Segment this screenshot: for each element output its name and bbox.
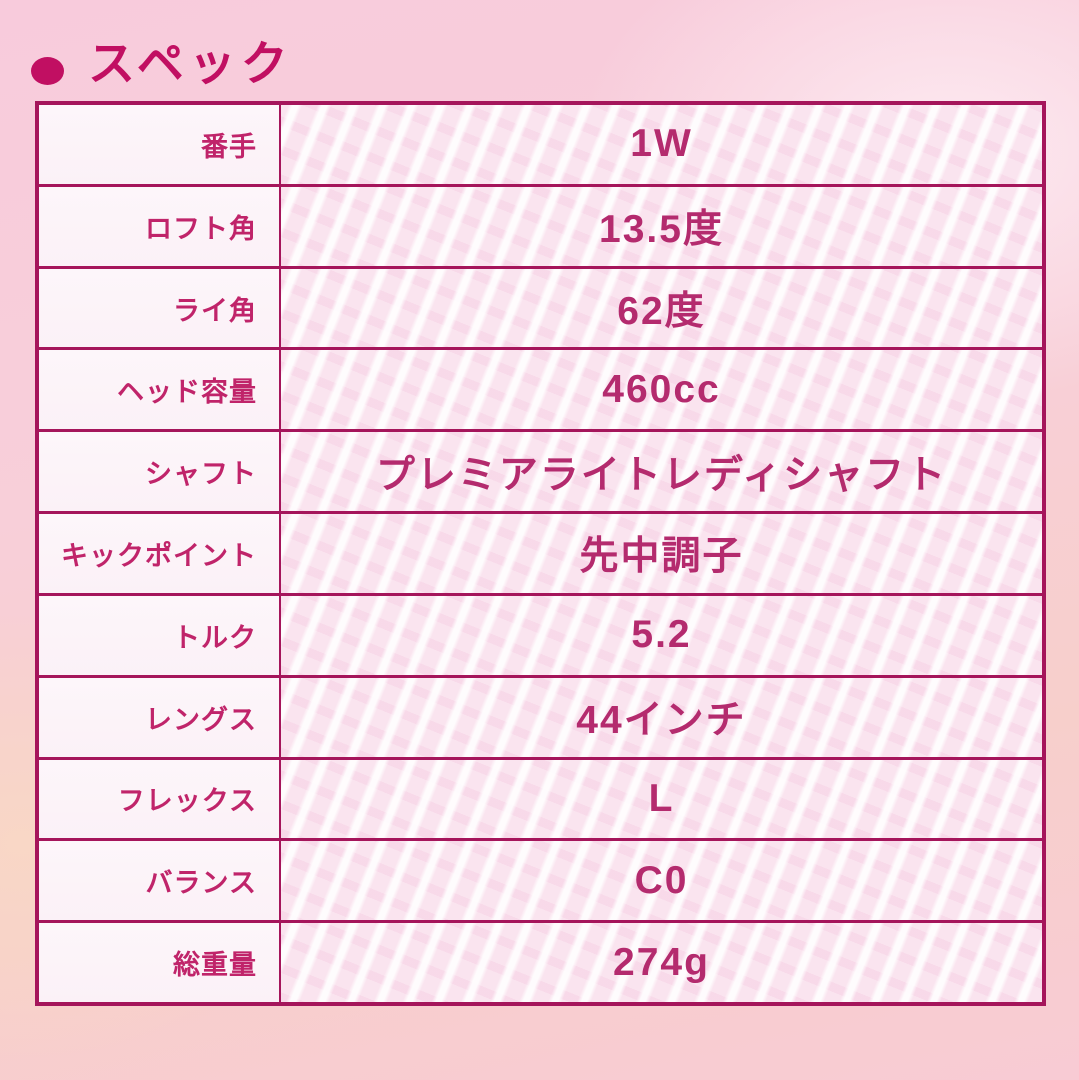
spec-row-label: ロフト角 bbox=[39, 186, 279, 266]
spec-row-label: 番手 bbox=[39, 105, 279, 184]
spec-row-value: プレミアライトレディシャフト bbox=[281, 432, 1042, 512]
spec-row-label: バランス bbox=[39, 841, 279, 921]
spec-row-value: C0 bbox=[281, 841, 1042, 921]
spec-row-value: 460cc bbox=[281, 350, 1042, 430]
spec-row-label: ヘッド容量 bbox=[39, 350, 279, 430]
spec-row-value: 13.5度 bbox=[281, 186, 1042, 266]
spec-row-label: キックポイント bbox=[39, 514, 279, 593]
spec-row-value: 274g bbox=[281, 923, 1042, 1002]
spec-row-label: レングス bbox=[39, 677, 279, 757]
spec-row-value: L bbox=[281, 759, 1042, 839]
spec-row-label: フレックス bbox=[39, 759, 279, 839]
spec-row-value: 先中調子 bbox=[281, 514, 1042, 593]
spec-row-label: トルク bbox=[39, 595, 279, 675]
spec-row-label: シャフト bbox=[39, 432, 279, 512]
spec-row-value: 44インチ bbox=[281, 677, 1042, 757]
spec-row-value: 1W bbox=[281, 105, 1042, 184]
spec-table: 番手 1W ロフト角 13.5度 ライ角 62度 ヘッド容量 460cc シャフ… bbox=[35, 101, 1046, 1006]
bullet-icon bbox=[31, 56, 64, 85]
section-header: スペック bbox=[31, 40, 293, 87]
spec-row-value: 5.2 bbox=[281, 595, 1042, 675]
spec-row-value: 62度 bbox=[281, 268, 1042, 348]
page-title: スペック bbox=[88, 37, 293, 90]
spec-row-label: ライ角 bbox=[39, 268, 279, 348]
spec-row-label: 総重量 bbox=[39, 923, 279, 1002]
